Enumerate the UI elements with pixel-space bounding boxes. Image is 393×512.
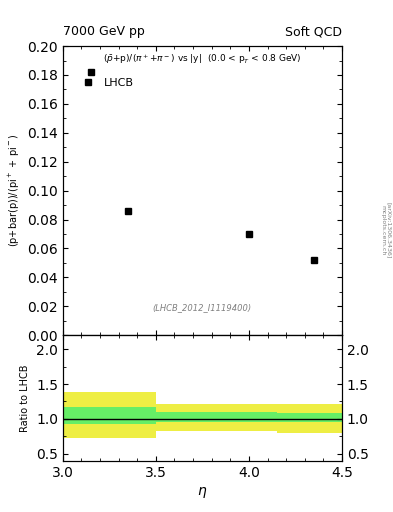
Legend: LHCB: LHCB <box>74 75 137 92</box>
Y-axis label: (p+bar(p))/(pi$^+$ + pi$^-$): (p+bar(p))/(pi$^+$ + pi$^-$) <box>7 134 22 247</box>
Text: Soft QCD: Soft QCD <box>285 26 342 38</box>
Text: mcplots.cern.ch: mcplots.cern.ch <box>381 205 386 255</box>
Text: 7000 GeV pp: 7000 GeV pp <box>63 26 145 38</box>
Line: LHCB: LHCB <box>87 69 318 264</box>
Y-axis label: Ratio to LHCB: Ratio to LHCB <box>20 364 31 432</box>
LHCB <box>126 208 130 214</box>
LHCB <box>246 231 251 237</box>
Text: ($\bar{p}$+p)/($\pi^+$+$\pi^-$) vs |y|  (0.0 < p$_T$ < 0.8 GeV): ($\bar{p}$+p)/($\pi^+$+$\pi^-$) vs |y| (… <box>103 52 302 66</box>
X-axis label: $\eta$: $\eta$ <box>197 485 208 500</box>
LHCB <box>312 257 316 263</box>
LHCB <box>88 69 93 75</box>
Text: [arXiv:1306.3436]: [arXiv:1306.3436] <box>387 202 391 259</box>
Text: (LHCB_2012_I1119400): (LHCB_2012_I1119400) <box>153 303 252 312</box>
